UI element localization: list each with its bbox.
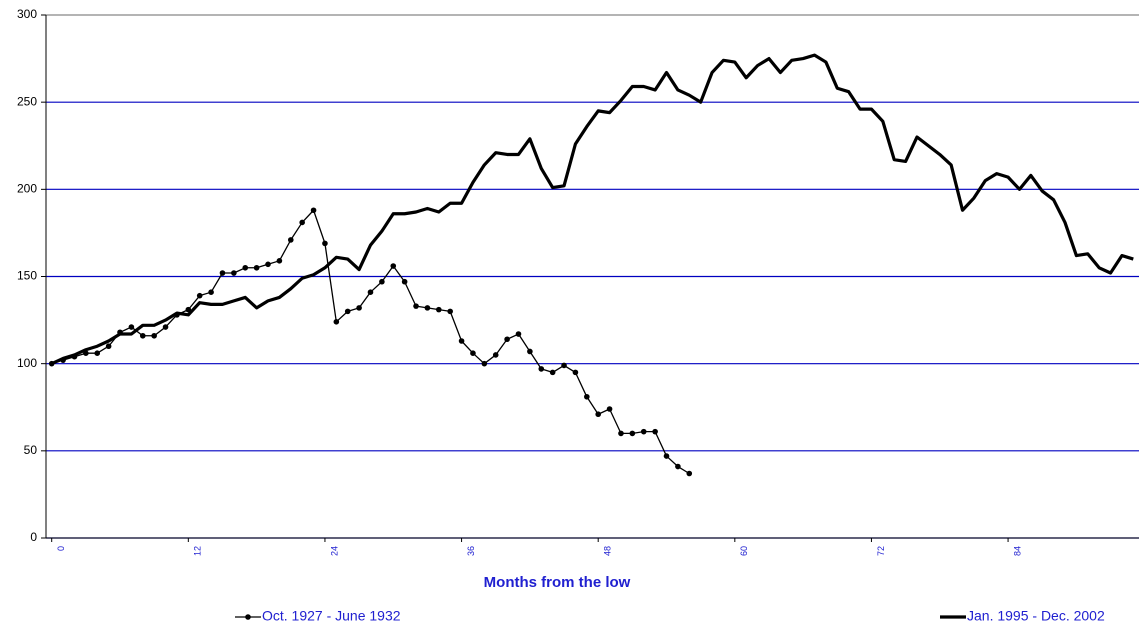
y-tick-label: 100 — [17, 356, 37, 370]
x-tick-label: 72 — [876, 546, 886, 556]
y-tick-label: 150 — [17, 269, 37, 283]
x-tick-label: 24 — [329, 546, 339, 556]
point — [504, 336, 510, 343]
point — [435, 306, 442, 313]
series-line — [51, 53, 1134, 366]
point — [367, 289, 374, 295]
point — [640, 428, 647, 435]
point — [424, 305, 431, 311]
point — [527, 348, 533, 355]
point — [675, 463, 681, 470]
point — [139, 332, 146, 339]
x-tick-label: 12 — [193, 546, 203, 556]
point — [413, 303, 419, 309]
point — [618, 430, 624, 437]
point — [356, 305, 362, 311]
point — [287, 237, 294, 243]
x-tick-label: 84 — [1012, 546, 1022, 556]
point — [231, 270, 237, 276]
point — [128, 324, 135, 330]
y-tick-label: 300 — [17, 7, 37, 21]
series-line — [51, 209, 690, 475]
y-tick-label: 200 — [17, 182, 37, 196]
x-tick-label: 48 — [603, 546, 613, 556]
y-tick-label: 50 — [24, 443, 38, 457]
point — [572, 369, 579, 376]
y-tick-label: 0 — [30, 530, 37, 544]
point — [94, 350, 101, 357]
x-axis-title: Months from the low — [484, 574, 631, 591]
point — [151, 332, 157, 339]
point — [652, 428, 658, 435]
point — [561, 362, 567, 369]
point — [595, 411, 601, 418]
point — [663, 453, 670, 459]
point — [481, 360, 488, 367]
point — [606, 406, 613, 412]
point — [162, 324, 169, 330]
point — [196, 292, 203, 299]
x-tick-label: 0 — [56, 546, 66, 551]
x-tick-label: 36 — [466, 546, 476, 556]
point — [401, 278, 408, 285]
point — [379, 278, 385, 285]
point — [208, 289, 214, 295]
x-tick-label: 60 — [739, 546, 749, 556]
point — [470, 350, 476, 357]
point — [322, 240, 328, 247]
point — [344, 308, 351, 315]
point — [549, 369, 556, 376]
point — [686, 470, 693, 477]
point — [492, 352, 499, 358]
point — [265, 261, 271, 268]
point — [299, 219, 305, 226]
point — [333, 319, 340, 325]
point — [276, 258, 283, 264]
point — [105, 343, 112, 350]
legend-marker — [245, 614, 251, 620]
point — [447, 308, 453, 315]
point — [538, 366, 545, 372]
legend-label: Oct. 1927 - June 1932 — [262, 608, 401, 624]
point — [629, 430, 636, 437]
legend-label: Jan. 1995 - Dec. 2002 — [967, 608, 1105, 624]
point — [242, 264, 249, 271]
point — [458, 338, 465, 344]
y-tick-label: 250 — [17, 94, 37, 108]
point — [310, 207, 317, 214]
point — [253, 264, 260, 271]
point — [219, 270, 226, 276]
point — [390, 263, 397, 269]
point — [584, 393, 590, 400]
point — [515, 331, 522, 337]
